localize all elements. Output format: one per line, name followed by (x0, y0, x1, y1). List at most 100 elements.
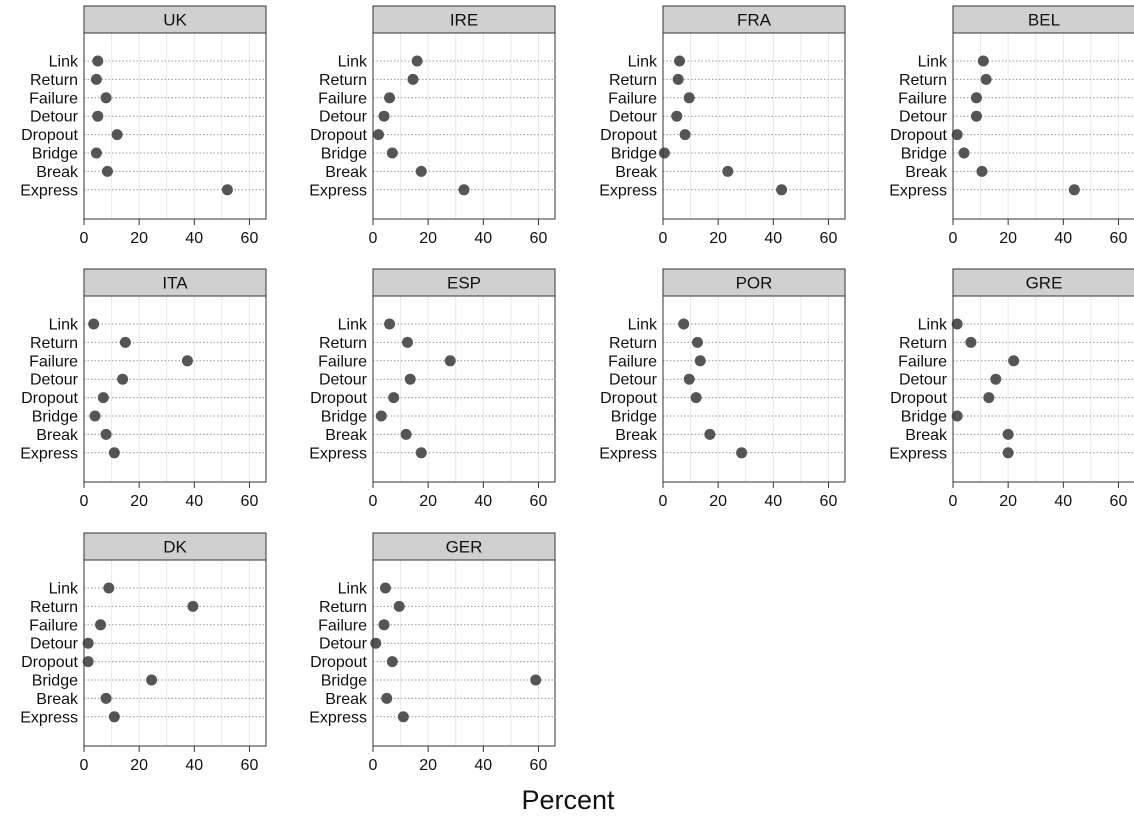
data-point (101, 165, 113, 177)
data-point (370, 637, 382, 649)
x-tick-label: 40 (474, 493, 492, 510)
x-tick-label: 20 (999, 493, 1017, 510)
data-point (444, 355, 456, 367)
data-point (386, 147, 398, 159)
category-label: Bridge (611, 146, 657, 163)
data-point (388, 392, 400, 404)
x-tick-label: 0 (659, 493, 668, 510)
category-label: Express (889, 182, 947, 199)
panel-border (952, 32, 1134, 220)
x-tick-label: 60 (241, 230, 259, 247)
category-label: Break (325, 691, 368, 708)
data-point (92, 55, 104, 67)
x-tick-label: 40 (1054, 230, 1072, 247)
panel-title: IRE (450, 11, 478, 30)
category-label: Express (20, 182, 78, 199)
category-label: Link (49, 581, 79, 598)
x-tick-label: 0 (659, 230, 668, 247)
x-tick-label: 60 (530, 757, 548, 774)
data-point (951, 318, 963, 330)
category-label: Dropout (310, 127, 367, 144)
panel-title: POR (736, 274, 773, 293)
category-label: Detour (609, 109, 658, 126)
category-label: Failure (29, 353, 78, 370)
category-label: Return (899, 335, 947, 352)
panel-border (83, 32, 267, 220)
x-tick-label: 40 (474, 230, 492, 247)
data-point (530, 674, 542, 686)
x-tick-label: 0 (369, 757, 378, 774)
category-label: Express (599, 445, 657, 462)
category-label: Break (36, 164, 79, 181)
category-label: Return (30, 599, 78, 616)
panel-title: ITA (162, 274, 188, 293)
data-point (776, 184, 788, 196)
data-point (375, 410, 387, 422)
category-label: Failure (608, 353, 657, 370)
category-label: Return (30, 72, 78, 89)
panel-header (662, 5, 846, 34)
data-point (397, 711, 409, 723)
category-label: Return (30, 335, 78, 352)
data-point (671, 110, 683, 122)
data-point (100, 92, 112, 104)
category-label: Return (609, 335, 657, 352)
x-tick-label: 40 (185, 757, 203, 774)
category-label: Link (338, 317, 368, 334)
category-label: Express (20, 445, 78, 462)
category-label: Bridge (321, 146, 367, 163)
x-tick-label: 0 (80, 493, 89, 510)
data-point (82, 637, 94, 649)
data-point (951, 129, 963, 141)
data-point (970, 92, 982, 104)
category-label: Return (319, 335, 367, 352)
x-tick-label: 20 (419, 230, 437, 247)
panel-border (662, 295, 846, 483)
category-label: Express (20, 709, 78, 726)
data-point (108, 447, 120, 459)
category-label: Bridge (321, 409, 367, 426)
x-tick-label: 0 (80, 230, 89, 247)
category-label: Link (338, 581, 368, 598)
category-label: Link (49, 317, 79, 334)
category-label: Detour (609, 372, 658, 389)
category-label: Break (325, 427, 368, 444)
x-tick-label: 40 (764, 493, 782, 510)
data-point (691, 336, 703, 348)
category-label: Return (319, 72, 367, 89)
panel-title: GRE (1026, 274, 1063, 293)
data-point (386, 656, 398, 668)
category-label: Break (615, 164, 658, 181)
category-label: Bridge (611, 409, 657, 426)
category-label: Dropout (21, 390, 78, 407)
data-point (983, 392, 995, 404)
data-point (1002, 428, 1014, 440)
data-point (958, 147, 970, 159)
data-point (679, 129, 691, 141)
category-label: Express (309, 182, 367, 199)
x-tick-label: 40 (185, 493, 203, 510)
data-point (401, 336, 413, 348)
category-label: Bridge (32, 409, 78, 426)
data-point (683, 92, 695, 104)
x-tick-label: 20 (419, 757, 437, 774)
category-label: Failure (29, 90, 78, 107)
category-label: Link (338, 54, 368, 71)
category-label: Dropout (310, 654, 367, 671)
panel-header (83, 532, 267, 561)
category-label: Failure (29, 617, 78, 634)
x-tick-label: 0 (949, 493, 958, 510)
category-label: Detour (899, 372, 948, 389)
panel-header (83, 268, 267, 297)
data-point (378, 110, 390, 122)
category-label: Detour (319, 636, 368, 653)
category-label: Failure (608, 90, 657, 107)
category-label: Detour (319, 372, 368, 389)
category-label: Break (905, 164, 948, 181)
data-point (381, 692, 393, 704)
panel-title: ESP (447, 274, 481, 293)
data-point (187, 600, 199, 612)
category-label: Break (36, 691, 79, 708)
x-tick-label: 0 (369, 230, 378, 247)
